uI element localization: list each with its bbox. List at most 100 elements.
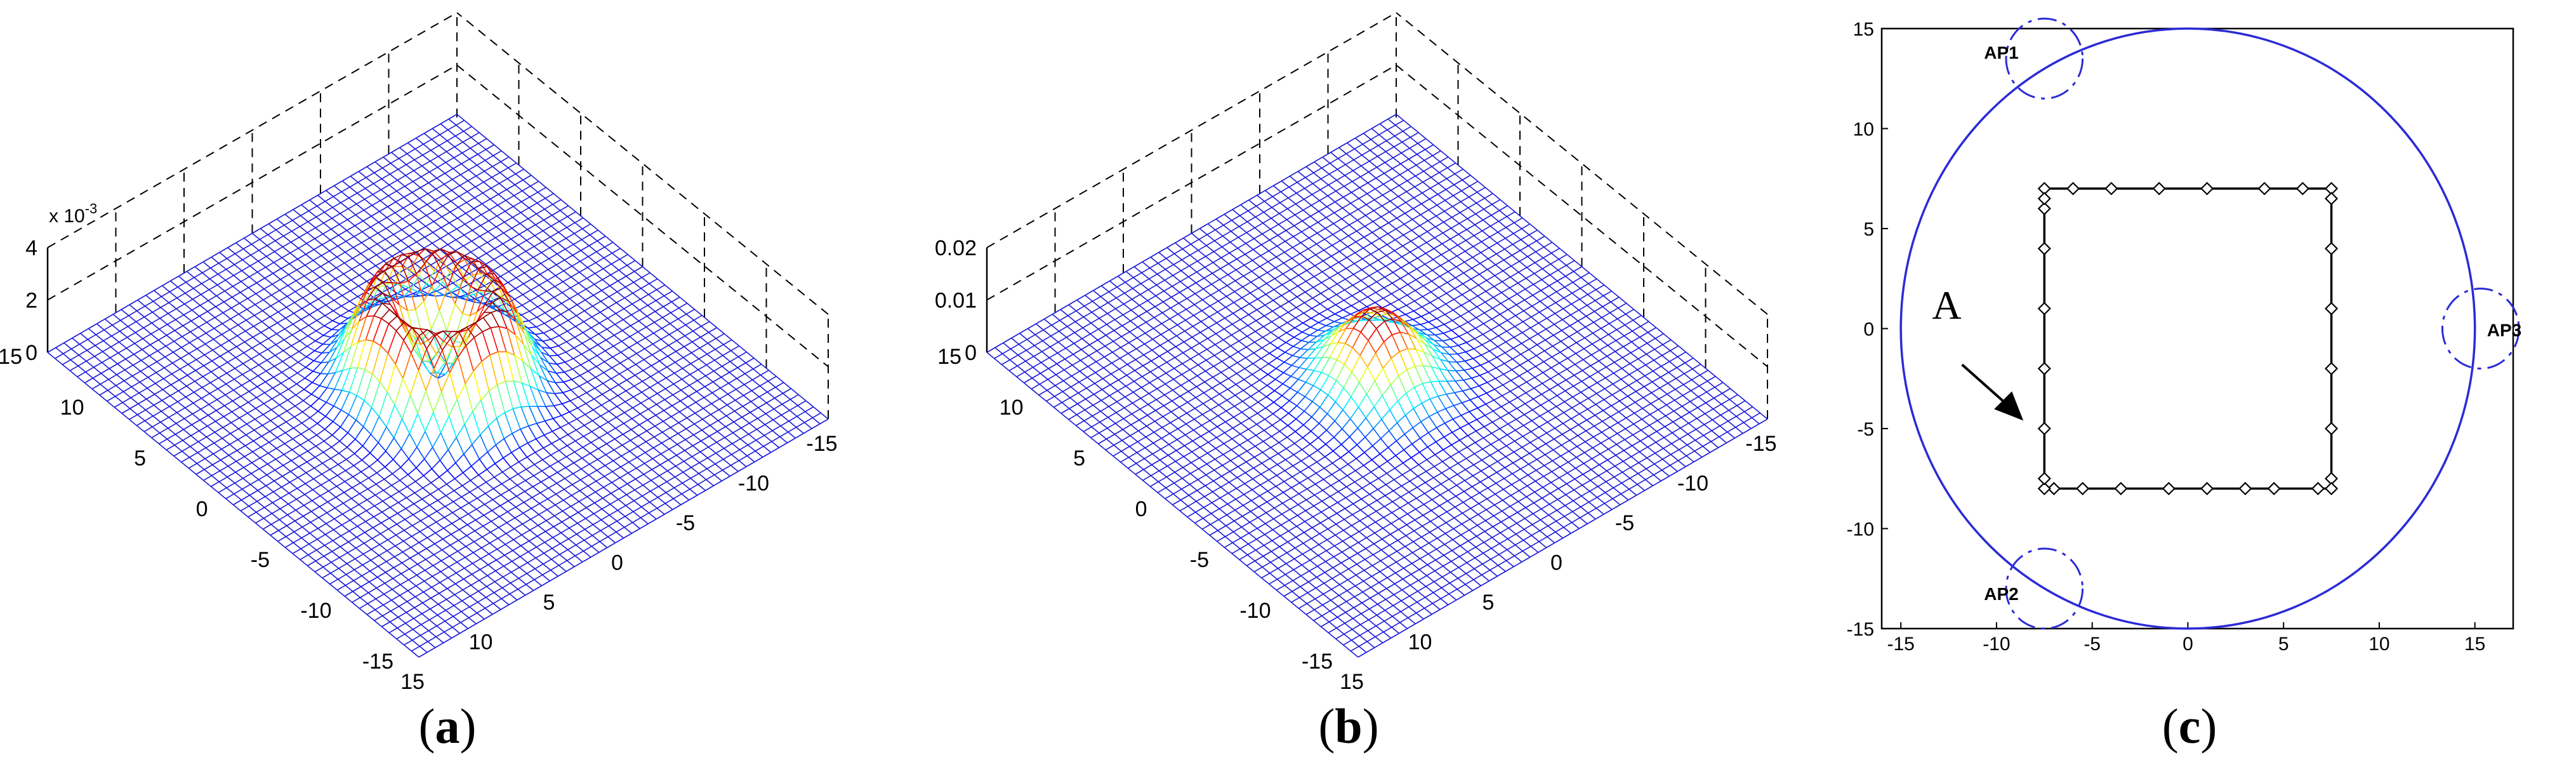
y-tick-label: 0 [1135,497,1147,521]
access-point-circle [2005,17,2084,100]
access-point-circle [2005,547,2084,630]
path-point-marker [2257,182,2271,196]
y-tick-label: -5 [251,548,270,572]
path-point-marker [2037,361,2051,376]
panel-b-gaussian-surface: 15 15 10 10 5 5 0 0 -5 -5 -10 -10 -15 -15 0.02 0.01 0 [935,12,1777,694]
x-tick-label: 5 [1483,590,1495,615]
path-point-marker [2037,422,2051,436]
surface-mesh [986,114,1768,658]
z-tick-label: 0 [965,341,977,365]
x-tick-label: -15 [1745,432,1776,456]
z-tick-label: 0 [25,341,37,365]
back-wall-left [47,49,458,313]
y-tick-label: -5 [1190,548,1209,572]
access-point-label: AP2 [1984,584,2018,604]
back-wall-right [1396,60,1768,368]
path-point-marker [2037,481,2051,496]
path-point-marker [2066,182,2080,196]
path-point-marker [2162,481,2176,496]
access-point-label: AP1 [1984,43,2018,62]
path-point-marker [2114,481,2128,496]
y-tick-label: -15 [1302,650,1333,674]
x-tick-label: 10 [2368,634,2389,655]
access-point-circle [2441,288,2520,370]
path-point-marker [2325,361,2339,376]
access-point-label: AP3 [2487,321,2521,340]
back-wall-left [986,49,1397,313]
back-wall-right [456,60,829,368]
z-tick-label: 2 [25,289,37,313]
y-tick-label: -10 [1847,519,1874,540]
y-tick-label: -15 [362,650,393,674]
z-scale-label: x 10-3 [49,201,97,227]
x-tick-label: -5 [676,511,695,535]
panel-a-ring-surface: 15 15 10 10 5 5 0 0 -5 -5 -10 -10 -15 -15 4 2 0 x 10-3 [0,12,838,694]
path-point-marker [2037,241,2051,256]
path-point-marker [2238,481,2252,496]
x-tick-label: 10 [1408,630,1432,655]
annotation-arrow [1961,363,2011,408]
x-tick-label: 5 [2278,634,2289,655]
y-tick-label: 15 [1853,19,1874,40]
walk-path [2043,187,2333,490]
x-tick-label: 0 [1550,551,1562,575]
caption-a: (a) [419,698,477,754]
y-tick-label: 15 [0,345,22,369]
y-tick-label: 0 [196,497,208,521]
caption-c: (c) [2162,698,2217,754]
y-tick-label: 0 [1863,319,1874,340]
x-tick-label: 10 [469,630,493,655]
path-point-marker [2325,192,2339,206]
path-point-marker [2200,182,2214,196]
z-tick-label: 0.02 [935,236,977,260]
path-point-marker [2325,302,2339,316]
annotation-arrowhead [1994,391,2024,421]
x-tick-label: -10 [1677,472,1708,496]
x-tick-label: -5 [1615,511,1634,535]
z-tick-label: 0.01 [935,289,977,313]
y-tick-label: 15 [937,345,961,369]
x-tick-label: -10 [738,472,769,496]
path-point-marker [2076,481,2090,496]
path-point-marker [2295,182,2309,196]
path-point-marker [2200,481,2214,496]
path-point-marker [2325,422,2339,436]
path-point-marker [2104,182,2118,196]
y-tick-label: -10 [300,599,331,623]
y-tick-label: -10 [1239,599,1271,623]
plot-frame [1880,27,2514,630]
path-point-marker [2037,201,2051,216]
y-tick-label: -15 [1847,619,1874,640]
path-point-marker [2311,481,2325,496]
panel-c-floor-plan-plot: -15 -10 -5 0 5 10 15 15 10 5 0 -5 -10 -15 AP1 AP2 AP3 A [1847,17,2521,655]
coverage-circle [1899,27,2476,630]
y-tick-label: -5 [1857,419,1874,440]
y-tick-label: 10 [1000,396,1024,420]
caption-b: (b) [1318,698,1378,754]
surface-mesh [47,114,829,658]
y-tick-label: 5 [1073,446,1085,470]
annotation-label: A [1932,283,1961,328]
path-point-marker [2037,302,2051,316]
x-tick-label: 15 [1340,670,1364,694]
z-tick-label: 4 [25,236,37,260]
path-point-marker [2152,182,2166,196]
path-point-marker [2325,241,2339,256]
x-tick-label: 15 [400,670,425,694]
y-tick-label: 5 [1863,219,1874,240]
path-point-marker [2037,192,2051,206]
x-tick-label: -15 [1887,634,1914,655]
x-tick-label: -5 [2084,634,2101,655]
x-tick-label: 0 [2183,634,2193,655]
path-point-marker [2267,481,2281,496]
x-tick-label: 0 [611,551,623,575]
x-tick-label: 5 [543,590,555,615]
path-point-marker [2037,472,2051,486]
x-tick-label: -15 [806,432,837,456]
y-tick-label: 10 [1853,119,1874,140]
y-tick-label: 5 [134,446,146,470]
path-point-marker [2325,481,2339,496]
path-point-marker [2047,481,2061,496]
x-tick-label: -10 [1983,634,2010,655]
